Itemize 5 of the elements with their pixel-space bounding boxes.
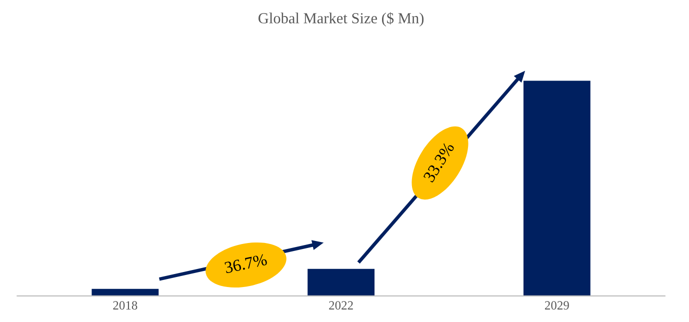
x-tick-label: 2022: [329, 301, 353, 310]
annotation: 36.7%: [224, 254, 268, 274]
x-tick-label: 2018: [113, 301, 138, 310]
x-tick-label: 2029: [544, 301, 569, 310]
chart-title: Global Market Size ($ Mn): [258, 12, 424, 27]
